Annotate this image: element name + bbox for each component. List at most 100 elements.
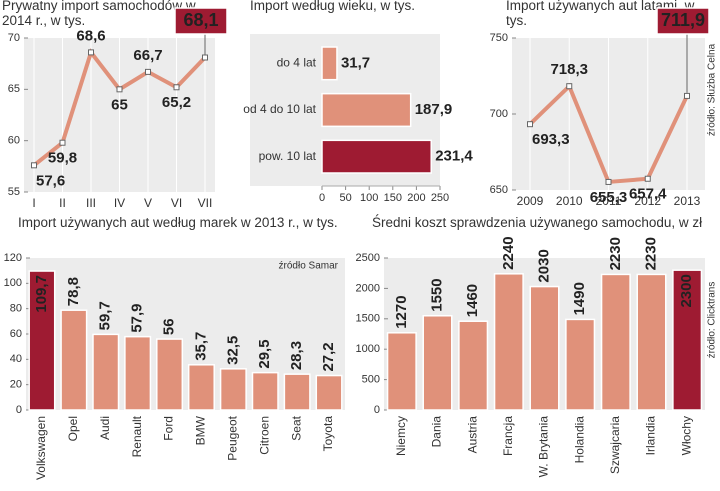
- bar: [458, 320, 489, 411]
- category-label: Audi: [98, 416, 112, 440]
- x-tick-label: 2012: [634, 194, 661, 208]
- category-label: Niemcy: [394, 416, 408, 456]
- category-label: od 4 do 10 lat: [243, 102, 316, 116]
- bar: [219, 368, 247, 411]
- bar: [386, 332, 417, 411]
- value-label: 27,2: [320, 342, 337, 371]
- point: [59, 139, 66, 146]
- point: [684, 92, 690, 99]
- point: [202, 54, 208, 61]
- y-tick-label: 2500: [356, 252, 380, 264]
- x-tick-label: 50: [339, 192, 351, 204]
- x-tick-label: 2009: [517, 194, 544, 208]
- value-label: 1270: [393, 295, 410, 328]
- category-label: Volkswagen: [34, 416, 48, 480]
- value-label: 65: [111, 96, 128, 113]
- bar: [529, 285, 560, 411]
- point: [566, 83, 573, 90]
- value-label: 231,4: [435, 148, 473, 165]
- bar: [187, 364, 215, 411]
- highlight-box: [174, 7, 228, 35]
- chart-title: Import według wieku, w tys.: [250, 0, 416, 13]
- x-tick-label: III: [86, 196, 96, 210]
- value-label: 57,6: [36, 172, 65, 189]
- category-label: Holandia: [572, 416, 586, 464]
- bar: [315, 374, 343, 411]
- value-label: 68,6: [76, 27, 105, 44]
- value-label: 28,3: [288, 341, 305, 370]
- value-label: 65,2: [162, 94, 191, 111]
- value-label: 187,9: [415, 101, 453, 118]
- category-label: Ford: [162, 416, 176, 441]
- category-label: BMW: [194, 415, 208, 445]
- highlight-box: [656, 7, 710, 35]
- value-label: 657,4: [629, 186, 667, 203]
- chart-title: Import używanych aut latami, w tys.: [506, 0, 695, 28]
- point: [31, 162, 37, 169]
- x-tick-label: 2013: [674, 194, 701, 208]
- y-tick-label: 40: [10, 353, 22, 365]
- category-label: pow. 10 lat: [259, 149, 317, 163]
- y-tick-label: 0: [16, 404, 22, 416]
- x-tick-label: 150: [384, 192, 402, 204]
- bar: [60, 309, 88, 411]
- bar: [422, 315, 453, 411]
- bar: [283, 373, 311, 411]
- bar: [28, 270, 56, 411]
- value-label: 1460: [464, 284, 481, 317]
- x-tick-label: VI: [171, 196, 182, 210]
- y-tick-label: 500: [362, 374, 380, 386]
- chart-title: Prywatny import samochodów w 2014 r., w …: [2, 0, 196, 28]
- x-tick-label: IV: [114, 196, 125, 210]
- value-label: 56: [161, 318, 178, 335]
- y-tick-label: 120: [4, 252, 22, 264]
- x-tick-label: I: [32, 196, 35, 210]
- bar: [124, 335, 152, 411]
- category-label: W. Brytania: [537, 416, 551, 478]
- value-label: 59,8: [48, 150, 77, 167]
- x-tick-label: 250: [431, 192, 449, 204]
- x-tick-label: 0: [319, 192, 325, 204]
- category-label: Opel: [66, 416, 80, 441]
- value-label: 2300: [678, 274, 695, 307]
- y-tick-label: 20: [10, 379, 22, 391]
- point: [605, 178, 612, 185]
- value-label: 32,5: [224, 336, 241, 365]
- bar: [672, 269, 703, 411]
- value-label: 68,1: [183, 10, 218, 30]
- bar: [156, 338, 184, 411]
- category-label: Francja: [501, 416, 515, 456]
- category-label: Szwajcaria: [608, 416, 622, 474]
- value-label: 711,9: [661, 10, 705, 30]
- value-label: 718,3: [550, 61, 588, 78]
- category-label: Irlandia: [644, 416, 658, 456]
- bar: [251, 371, 279, 411]
- value-label: 2030: [535, 249, 552, 282]
- point: [116, 86, 123, 93]
- value-label: 693,3: [532, 131, 570, 148]
- x-tick-label: 2010: [556, 194, 583, 208]
- y-tick-label: 60: [8, 135, 20, 147]
- value-label: 1490: [571, 282, 588, 315]
- value-label: 59,7: [97, 301, 114, 330]
- y-tick-label: 70: [8, 32, 20, 44]
- value-label: 2230: [642, 237, 659, 270]
- value-label: 57,9: [129, 303, 146, 332]
- y-tick-label: 55: [8, 186, 20, 198]
- y-tick-label: 0: [374, 404, 380, 416]
- y-tick-label: 1000: [356, 343, 380, 355]
- chart-title: Import używanych aut według marek w 2013…: [18, 215, 338, 230]
- value-label: 109,7: [33, 275, 50, 313]
- source-note: źródło: Służba Celna: [707, 43, 718, 136]
- point: [644, 175, 651, 182]
- bar: [565, 318, 596, 411]
- point: [88, 49, 94, 56]
- category-label: Seat: [289, 415, 303, 440]
- y-tick-label: 100: [4, 277, 22, 289]
- y-tick-label: 80: [10, 303, 22, 315]
- y-tick-label: 700: [490, 108, 508, 120]
- bar: [321, 92, 412, 128]
- bar: [493, 273, 524, 411]
